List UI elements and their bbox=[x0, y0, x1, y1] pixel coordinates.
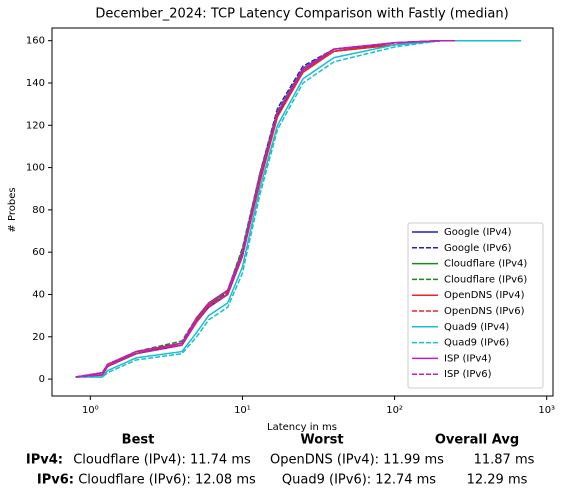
legend-label: Google (IPv4) bbox=[444, 227, 512, 238]
y-tick-label: 60 bbox=[32, 247, 45, 258]
x-tick-label: 10³ bbox=[538, 405, 555, 416]
x-tick-label: 10¹ bbox=[234, 405, 251, 416]
legend-label: OpenDNS (IPv6) bbox=[444, 306, 525, 317]
series-line bbox=[75, 39, 447, 378]
plot-area bbox=[75, 39, 524, 378]
y-axis-label: # Probes bbox=[7, 187, 18, 232]
y-tick-label: 140 bbox=[26, 78, 45, 89]
y-tick-label: 20 bbox=[32, 332, 45, 343]
y-tick-label: 160 bbox=[26, 36, 45, 47]
y-tick-label: 80 bbox=[32, 205, 45, 216]
summary: Best Worst Overall Avg IPv4: Cloudflare … bbox=[26, 433, 535, 488]
summary-best: Cloudflare (IPv4): 11.74 ms bbox=[73, 453, 251, 468]
legend: Google (IPv4) Google (IPv6) Cloudflare (IP… bbox=[407, 222, 544, 389]
y-tick-label: 100 bbox=[26, 163, 45, 174]
legend-label: Cloudflare (IPv6) bbox=[444, 274, 527, 285]
summary-worst: Quad9 (IPv6): 12.74 ms bbox=[282, 473, 436, 488]
legend-box bbox=[407, 222, 544, 389]
summary-avg: 12.29 ms bbox=[467, 473, 528, 488]
summary-header: Best bbox=[122, 433, 155, 448]
y-tick-label: 120 bbox=[26, 120, 45, 131]
legend-label: Quad9 (IPv6) bbox=[444, 338, 509, 349]
summary-header: Overall Avg bbox=[435, 433, 519, 448]
legend-label: ISP (IPv4) bbox=[444, 353, 492, 364]
chart-title: December_2024: TCP Latency Comparison wi… bbox=[95, 7, 508, 22]
legend-label: ISP (IPv6) bbox=[444, 369, 492, 380]
legend-label: Cloudflare (IPv4) bbox=[444, 259, 527, 270]
summary-best: Cloudflare (IPv6): 12.08 ms bbox=[78, 473, 256, 488]
summary-row-label: IPv4: bbox=[26, 453, 63, 468]
summary-avg: 11.87 ms bbox=[474, 453, 535, 468]
series-line bbox=[75, 39, 524, 378]
x-tick-label: 10⁰ bbox=[82, 405, 99, 416]
summary-worst: OpenDNS (IPv4): 11.99 ms bbox=[270, 453, 444, 468]
series-line bbox=[75, 39, 494, 378]
legend-label: Quad9 (IPv4) bbox=[444, 322, 509, 333]
plot-frame bbox=[51, 27, 554, 397]
x-axis-label: Latency in ms bbox=[267, 422, 337, 433]
legend-label: Google (IPv6) bbox=[444, 243, 512, 254]
series-line bbox=[75, 39, 519, 378]
y-tick-label: 40 bbox=[32, 289, 45, 300]
summary-header: Worst bbox=[300, 433, 343, 448]
y-tick-label: 0 bbox=[39, 374, 45, 385]
x-tick-label: 10² bbox=[386, 405, 403, 416]
legend-label: OpenDNS (IPv4) bbox=[444, 290, 525, 301]
summary-row-label: IPv6: bbox=[37, 473, 74, 488]
